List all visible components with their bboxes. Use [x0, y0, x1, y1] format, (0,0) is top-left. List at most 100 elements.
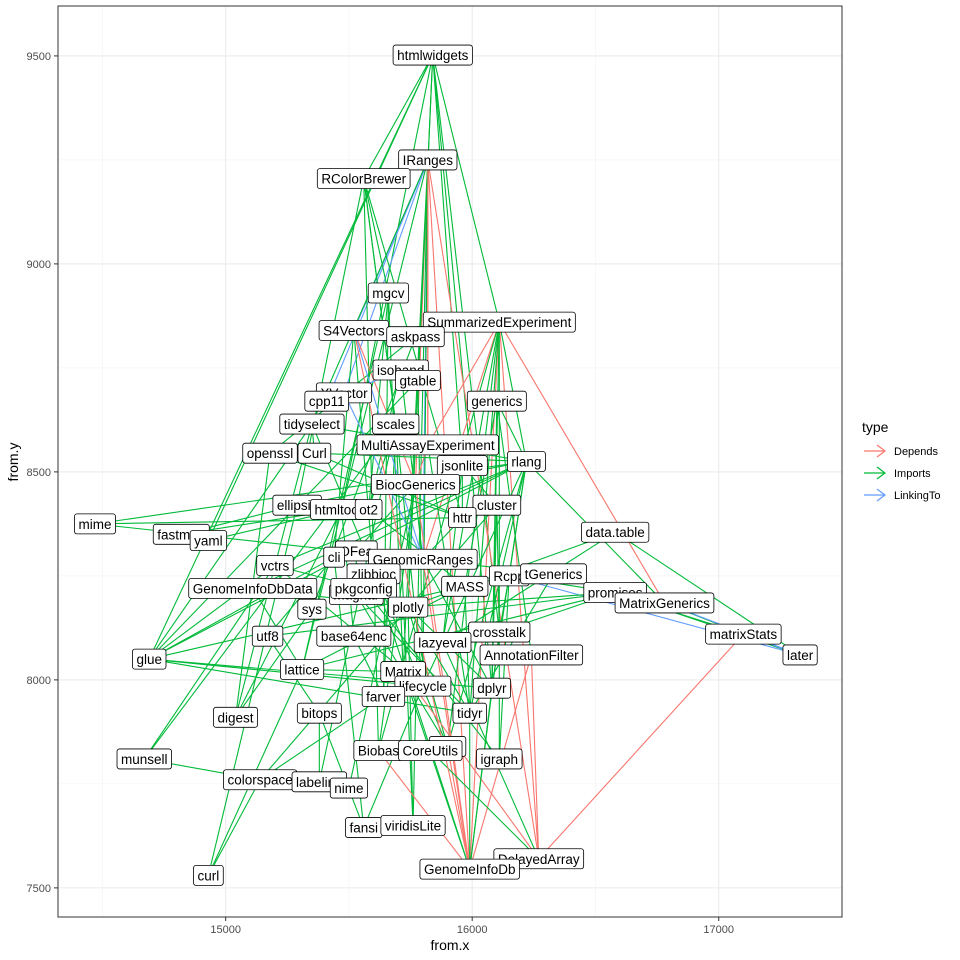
node-label-box — [468, 621, 531, 643]
node-label: matrixStats — [710, 627, 778, 642]
edge-line — [407, 606, 471, 714]
node-tgenerics: tGenerics — [520, 563, 587, 585]
node-sys: sys — [297, 598, 327, 620]
node-label: mgcv — [372, 286, 405, 301]
node-label: dplyr — [477, 681, 507, 696]
edge-line — [400, 369, 424, 560]
node-biobas: Biobas — [353, 740, 404, 762]
node-rcolorbrewer: RColorBrewer — [316, 168, 411, 190]
edge-line — [446, 746, 471, 870]
node-fansi: fansi — [345, 817, 383, 838]
node-later: later — [782, 644, 818, 666]
node-label: httr — [453, 511, 473, 526]
node-pkgconfig: pkgconfig — [330, 577, 398, 599]
node-ofea: OFea — [335, 540, 378, 562]
edge-line — [422, 558, 493, 689]
node-label-box — [242, 442, 298, 464]
y-axis-title: from.y — [5, 443, 21, 482]
node-label-box — [132, 648, 167, 670]
node-label: Biobas — [358, 744, 400, 759]
node-label: lazyeval — [418, 635, 467, 650]
edge-line — [207, 779, 261, 876]
node-label: lattice — [284, 662, 319, 677]
node-label-box — [398, 740, 463, 762]
node-glue: glue — [132, 648, 167, 670]
minor-gridlines — [58, 6, 842, 917]
node-label-box — [614, 592, 715, 614]
node-label: cpp11 — [309, 394, 345, 409]
edge-line — [148, 556, 335, 660]
node-tidyselect: tidyselect — [279, 413, 345, 435]
node-plotly: plotly — [387, 596, 429, 618]
node-label-box — [280, 659, 325, 680]
node-label-box — [441, 575, 489, 597]
node-mime: mime — [74, 513, 116, 535]
node-label: askpass — [391, 330, 441, 345]
node-coreutils: CoreUtils — [398, 740, 463, 762]
edge-line — [318, 712, 365, 828]
y-tick-label: 9500 — [27, 51, 51, 63]
node-yaml: yaml — [189, 530, 228, 551]
node-label: cluster — [477, 498, 517, 513]
edge-line — [432, 55, 463, 466]
edge-line — [427, 321, 500, 446]
legend-item-imports: Imports — [864, 466, 931, 480]
node-label: IRanges — [403, 153, 454, 168]
node-label-box — [395, 369, 441, 391]
node-bitops: bitops — [296, 702, 342, 724]
edge-line — [343, 159, 429, 394]
node-base64enc: base64enc — [316, 625, 392, 647]
node-dplyr: dplyr — [472, 677, 511, 699]
node-label-box — [419, 858, 520, 880]
node-label: ellipsis — [277, 498, 318, 513]
node-label: MASS — [446, 579, 484, 594]
node-label: farver — [366, 690, 401, 705]
node-openssl: openssl — [242, 442, 298, 464]
y-tick-label: 8000 — [27, 675, 51, 687]
edge-line — [378, 750, 471, 870]
node-label: scales — [377, 417, 416, 432]
node-label: munsell — [121, 752, 168, 767]
node-label: igraph — [481, 752, 519, 767]
edge-line — [538, 633, 744, 860]
node-label-box — [422, 311, 576, 333]
node-label-box — [354, 498, 383, 520]
legend-label: Imports — [894, 468, 931, 480]
node-rcpp: Rcpp — [489, 565, 530, 587]
node-label: OFea — [339, 544, 373, 559]
edge-line — [314, 452, 527, 463]
node-label: bitops — [301, 706, 337, 721]
node-utf8: utf8 — [251, 625, 284, 647]
node-label-box — [436, 455, 488, 477]
node-matrixgenerics: MatrixGenerics — [614, 592, 715, 614]
node-label: ot2 — [359, 502, 378, 517]
node-label: gtable — [400, 373, 437, 388]
edge-line — [94, 517, 463, 525]
node-cli: cli — [323, 546, 345, 568]
edge-line — [355, 484, 416, 552]
node-label-box — [386, 326, 445, 348]
node-label-box — [479, 644, 584, 666]
edge-line — [340, 54, 434, 510]
node-label: crosstalk — [473, 625, 527, 640]
node-vctrs: vctrs — [256, 555, 294, 576]
node-label-box — [279, 413, 345, 435]
node-data-table: data.table — [581, 521, 650, 543]
node-curl: curl — [193, 865, 224, 886]
node-label-box — [304, 390, 350, 412]
node-gtable: gtable — [395, 369, 441, 391]
node-mass: MASS — [441, 575, 489, 597]
node-genomeinfodbdata: GenomeInfoDbData — [188, 577, 318, 599]
node-label-box — [387, 596, 429, 618]
x-tick-label: 17000 — [703, 924, 734, 936]
node-label: vctrs — [261, 558, 290, 573]
node-label-box — [367, 282, 409, 304]
node-label: jsonlite — [440, 459, 483, 474]
node-rlang: rlang — [507, 451, 546, 472]
node-curl: Curl — [297, 442, 332, 464]
node-label: RColorBrewer — [321, 172, 406, 187]
node-label: curl — [198, 868, 220, 883]
node-label-box — [520, 563, 587, 585]
node-label: GenomeInfoDb — [424, 862, 516, 877]
edge-line — [402, 671, 471, 870]
